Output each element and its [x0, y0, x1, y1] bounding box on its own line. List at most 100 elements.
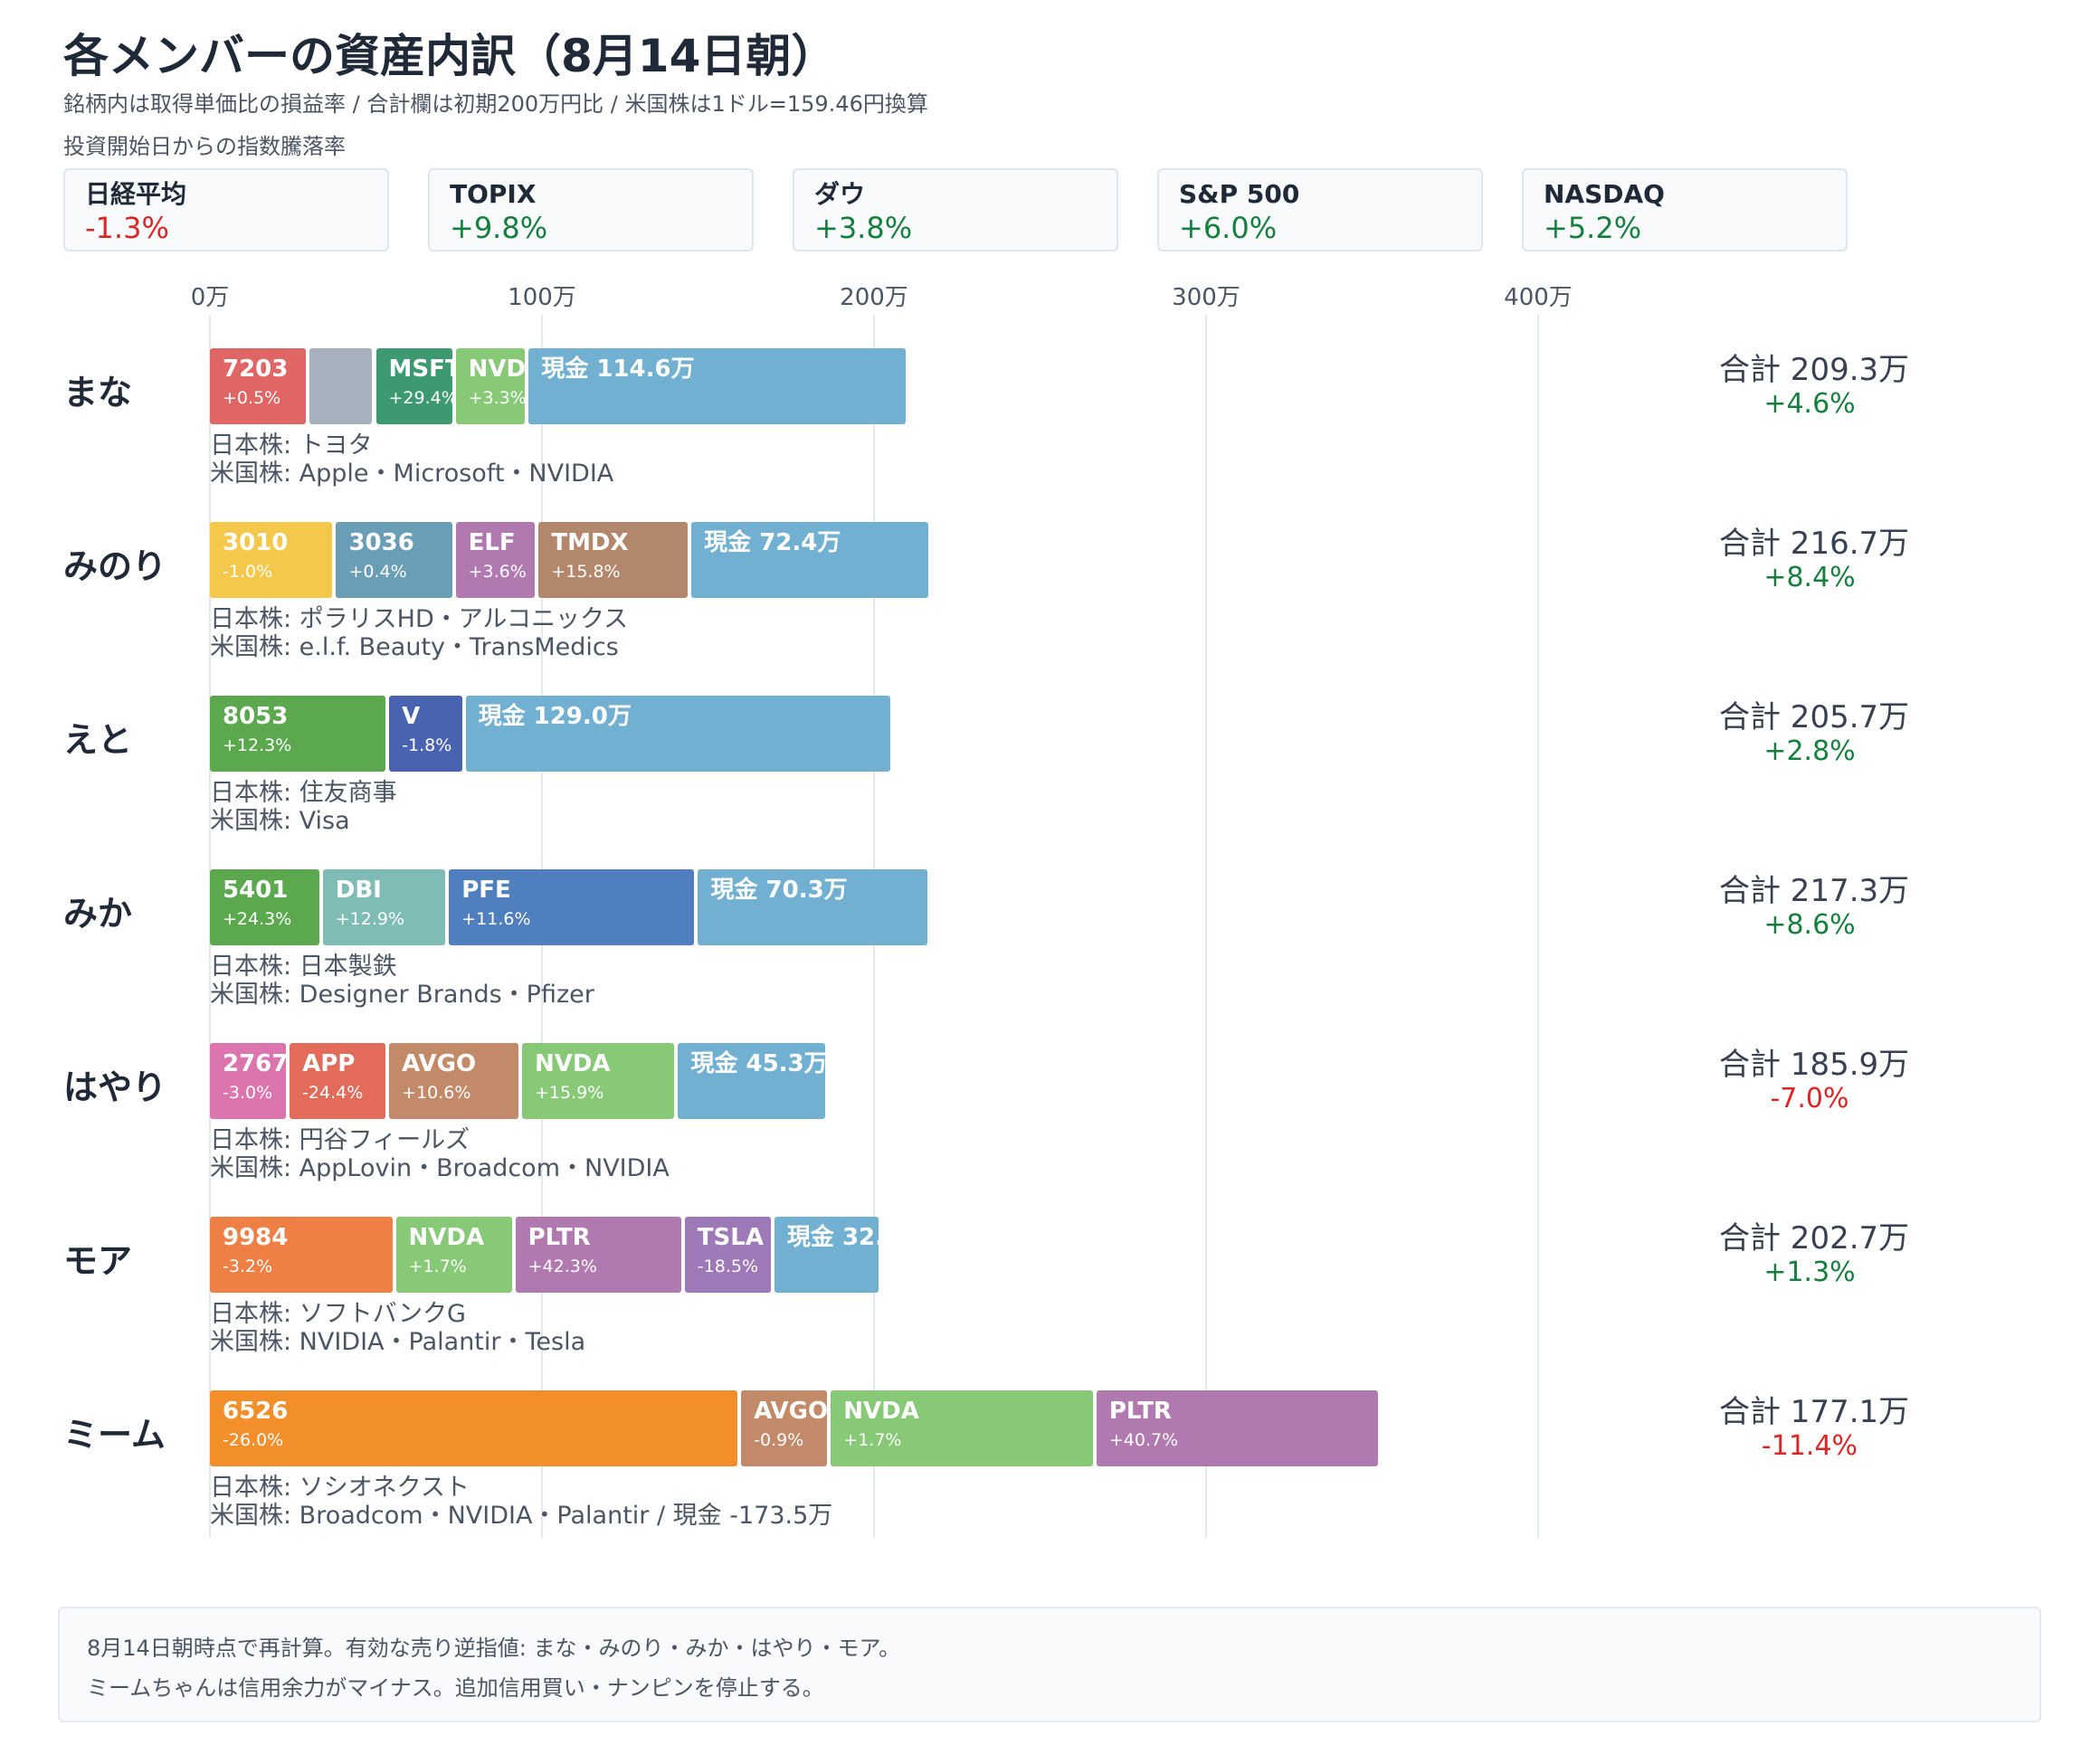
index-name: ダウ: [814, 179, 866, 209]
segment-label: 2767: [223, 1050, 287, 1077]
stack-segment: 3010 -1.0%: [210, 522, 333, 598]
segment-change: +0.5%: [223, 388, 281, 408]
x-tick-label: 100万: [508, 284, 576, 311]
member-total-change: -7.0%: [1770, 1083, 1849, 1114]
jp-stocks-line: 日本株: ポラリスHD・アルコニックス: [210, 605, 629, 633]
segment-change: +24.3%: [223, 909, 292, 929]
member-name: みのり: [63, 546, 167, 586]
segment-label: 9984: [223, 1224, 289, 1251]
stack-segment: TMDX +15.8%: [538, 522, 689, 598]
stack-segment: TSLA -18.5%: [684, 1217, 771, 1293]
segment-label: 現金 129.0万: [478, 703, 632, 730]
footer-line-2: ミームちゃんは信用余力がマイナス。追加信用買い・ナンピンを停止する。: [87, 1675, 824, 1701]
segment-label: 3036: [348, 529, 414, 556]
segment-change: -18.5%: [697, 1257, 759, 1276]
segment-change: +1.7%: [408, 1257, 467, 1276]
segment-label: PLTR: [1108, 1398, 1172, 1425]
stack-segment: 現金 129.0万: [465, 696, 890, 772]
stack-segment: NVDA +1.7%: [831, 1390, 1093, 1466]
us-stocks-line: 米国株: e.l.f. Beauty・TransMedics: [210, 633, 619, 661]
stack-segment: AVGO -0.9%: [741, 1390, 828, 1466]
index-name: 日経平均: [85, 179, 187, 209]
index-name: TOPIX: [450, 179, 537, 209]
stack-segment: 2767 -3.0%: [210, 1043, 287, 1119]
member-total: 合計 209.3万: [1719, 352, 1910, 388]
jp-stocks-line: 日本株: ソシオネクスト: [210, 1474, 470, 1502]
stack-segment: DBI +12.9%: [322, 869, 446, 945]
index-card-topix: TOPIX +9.8%: [428, 168, 754, 251]
member-total-change: -11.4%: [1761, 1430, 1858, 1462]
stack-segment: 現金 114.6万: [528, 348, 906, 424]
stack-segment: 現金 45.3万: [678, 1043, 825, 1119]
segment-label: V: [402, 703, 421, 730]
member-name: ミーム: [63, 1415, 166, 1455]
segment-label: NVDA: [534, 1050, 611, 1077]
index-card-sp500: S&P 500 +6.0%: [1157, 168, 1483, 251]
us-stocks-line: 米国株: Broadcom・NVIDIA・Palantir / 現金 -173.…: [210, 1502, 833, 1530]
member-total: 合計 217.3万: [1719, 873, 1910, 909]
segment-label: NVDA: [843, 1398, 919, 1425]
segment-change: -0.9%: [754, 1430, 804, 1450]
member-total-change: +8.4%: [1763, 562, 1856, 593]
segment-label: AVGO: [754, 1398, 828, 1425]
us-stocks-line: 米国株: Designer Brands・Pfizer: [210, 981, 594, 1009]
segment-label: 現金 70.3万: [710, 877, 848, 904]
segment-change: -1.0%: [223, 562, 273, 582]
segment-change: +1.7%: [843, 1430, 902, 1450]
x-tick-label: 300万: [1172, 284, 1240, 311]
index-value: +9.8%: [450, 211, 548, 245]
stack-segment: PLTR +42.3%: [515, 1217, 681, 1293]
gridline: [1537, 315, 1539, 1538]
segment-change: +15.8%: [551, 562, 621, 582]
segment-label: APP: [302, 1050, 356, 1077]
segment-label: TMDX: [551, 529, 629, 556]
stack-segment: PFE +11.6%: [449, 869, 695, 945]
page-title: 各メンバーの資産内訳（8月14日朝）: [63, 30, 837, 82]
member-total: 合計 205.7万: [1719, 699, 1910, 735]
segment-label: PFE: [461, 877, 511, 904]
stack-segment: 現金 70.3万: [698, 869, 928, 945]
stack-segment: 3036 +0.4%: [336, 522, 452, 598]
us-stocks-line: 米国株: AppLovin・Broadcom・NVIDIA: [210, 1154, 670, 1182]
member-total-change: +1.3%: [1763, 1257, 1856, 1288]
segment-label: TSLA: [697, 1224, 764, 1251]
footer-line-1: 8月14日朝時点で再計算。有効な売り逆指値: まな・みのり・みか・はやり・モア。: [87, 1636, 901, 1661]
index-heading: 投資開始日からの指数騰落率: [63, 134, 346, 159]
segment-label: ELF: [468, 529, 516, 556]
index-card-dow: ダウ +3.8%: [793, 168, 1118, 251]
segment-change: +12.9%: [335, 909, 405, 929]
segment-change: -26.0%: [223, 1430, 284, 1450]
member-total-change: +4.6%: [1763, 388, 1856, 420]
stack-segment: [309, 348, 373, 424]
stack-segment: 7203 +0.5%: [210, 348, 307, 424]
segment-change: +29.4%: [388, 388, 452, 408]
segment-change: -1.8%: [402, 735, 452, 755]
stack-segment: ELF +3.6%: [455, 522, 536, 598]
segment-change: +3.3%: [468, 388, 526, 408]
segment-label: NVDA: [468, 356, 526, 383]
segment-change: -3.0%: [223, 1083, 273, 1103]
jp-stocks-line: 日本株: トヨタ: [210, 432, 373, 460]
us-stocks-line: 米国株: Visa: [210, 807, 350, 835]
jp-stocks-line: 日本株: 日本製鉄: [210, 953, 397, 981]
member-total-change: +8.6%: [1763, 909, 1856, 941]
segment-change: +12.3%: [223, 735, 292, 755]
member-name: まな: [63, 373, 133, 413]
index-name: NASDAQ: [1544, 179, 1665, 209]
jp-stocks-line: 日本株: 住友商事: [210, 779, 397, 807]
member-total-change: +2.8%: [1763, 735, 1856, 767]
x-tick-label: 200万: [840, 284, 908, 311]
segment-change: +42.3%: [527, 1257, 597, 1276]
stack-segment: 現金 32.5: [774, 1217, 879, 1293]
segment-change: +15.9%: [534, 1083, 604, 1103]
stack-segment: V -1.8%: [389, 696, 462, 772]
segment-change: +10.6%: [402, 1083, 471, 1103]
segment-change: +40.7%: [1108, 1430, 1179, 1450]
stack-segment: NVDA +3.3%: [455, 348, 526, 424]
index-value: -1.3%: [85, 211, 169, 245]
member-total: 合計 202.7万: [1719, 1220, 1910, 1257]
stack-segment: NVDA +1.7%: [395, 1217, 512, 1293]
segment-label: 6526: [223, 1398, 289, 1425]
page-subtitle: 銘柄内は取得単価比の損益率 / 合計欄は初期200万円比 / 米国株は1ドル=1…: [63, 91, 928, 117]
member-name: モア: [63, 1241, 133, 1281]
